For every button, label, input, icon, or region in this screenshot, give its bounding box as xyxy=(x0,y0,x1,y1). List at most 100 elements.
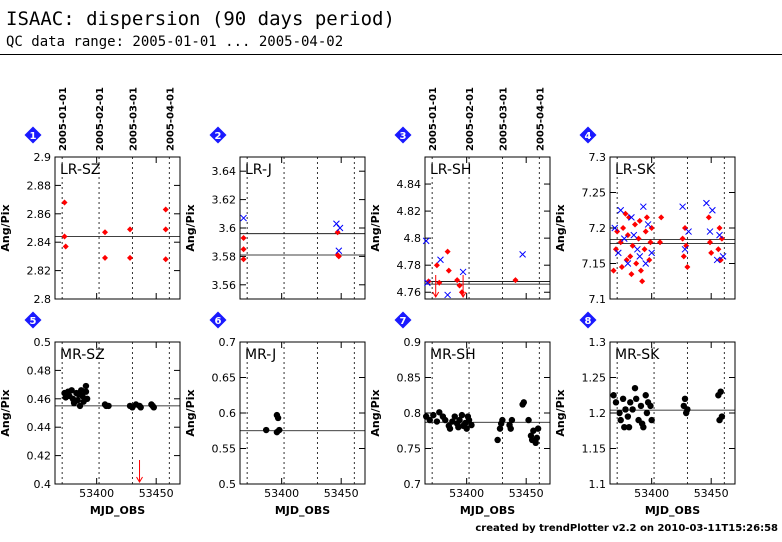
data-point xyxy=(426,416,433,424)
y-tick-label: 7.25 xyxy=(582,187,607,200)
panel-lr-j: 3.56 3.58 3.6 3.62 3.64 Ang/Pix LR-J 2 xyxy=(184,126,366,300)
y-tick-label: 4.8 xyxy=(404,232,422,245)
x-tick-label: 53450 xyxy=(509,487,544,500)
y-axis-label: Ang/Pix xyxy=(184,204,197,251)
y-tick-label: 4.76 xyxy=(397,286,422,299)
panel-label: LR-SZ xyxy=(60,162,101,178)
y-tick-label: 0.6 xyxy=(219,407,237,420)
data-point xyxy=(336,224,344,232)
data-point xyxy=(630,231,638,239)
data-point xyxy=(162,206,169,213)
data-point xyxy=(422,237,430,245)
data-point xyxy=(262,426,270,434)
y-tick-label: 0.7 xyxy=(219,336,237,349)
data-point xyxy=(622,210,629,217)
data-point xyxy=(433,418,441,425)
data-point xyxy=(619,395,627,402)
data-point xyxy=(162,256,169,263)
data-point xyxy=(105,402,112,410)
data-point xyxy=(137,404,144,411)
data-point xyxy=(74,397,81,404)
x-axis-label: MJD_OBS xyxy=(460,504,515,517)
data-point xyxy=(639,203,647,211)
y-tick-label: 7.15 xyxy=(582,258,607,271)
data-point xyxy=(68,387,75,394)
y-tick-label: 3.62 xyxy=(212,194,237,207)
panel-number: 7 xyxy=(400,316,407,327)
data-point xyxy=(437,256,444,264)
data-point xyxy=(708,249,715,256)
data-point xyxy=(102,229,108,236)
data-point xyxy=(637,267,644,274)
data-point xyxy=(612,399,620,406)
data-point xyxy=(459,268,467,276)
data-point xyxy=(433,262,440,269)
panel-number: 8 xyxy=(585,316,592,327)
data-point xyxy=(621,424,628,431)
data-point xyxy=(62,243,69,250)
data-point xyxy=(240,234,247,241)
data-point xyxy=(716,225,723,231)
data-point xyxy=(508,416,516,424)
y-tick-label: 0.65 xyxy=(212,372,237,385)
y-tick-label: 7.1 xyxy=(589,293,607,306)
data-point xyxy=(716,231,723,239)
data-point xyxy=(454,277,461,284)
data-point xyxy=(530,427,537,434)
plot-frame xyxy=(609,156,736,300)
panel-mr-sz: 0.4 0.42 0.44 0.46 0.48 0.5 53400 53450 MJD_OBS A… xyxy=(0,311,181,517)
outlier-arrow xyxy=(432,275,440,298)
y-axis-label: Ang/Pix xyxy=(0,204,12,251)
data-point xyxy=(717,388,724,395)
x-tick-label: 53450 xyxy=(694,487,729,500)
x-tick-label: 53450 xyxy=(324,487,359,500)
y-tick-label: 1.25 xyxy=(582,372,607,385)
plot-frame xyxy=(239,156,366,300)
data-point xyxy=(647,402,654,410)
data-point xyxy=(456,416,463,424)
y-tick-label: 2.86 xyxy=(27,208,52,221)
panel-lr-sh: 2005-01-01 2005-02-01 2005-03-01 2005-04-01… xyxy=(369,87,551,300)
data-point xyxy=(79,392,86,400)
data-point xyxy=(468,421,475,429)
panel-number: 3 xyxy=(400,131,407,142)
y-tick-label: 1.1 xyxy=(589,478,607,491)
y-tick-label: 0.9 xyxy=(404,336,422,349)
data-point xyxy=(458,411,466,419)
data-point xyxy=(445,267,452,274)
data-point xyxy=(611,224,619,232)
y-tick-label: 7.2 xyxy=(589,222,607,235)
data-point xyxy=(525,416,532,424)
panel-lr-sk: 7.1 7.15 7.2 7.25 7.3 Ang/Pix LR-SK 4 xyxy=(554,126,736,306)
y-tick-label: 4.78 xyxy=(397,259,422,272)
data-point xyxy=(679,235,686,242)
panel-label: LR-J xyxy=(245,162,272,178)
panel-mr-sk: 1.1 1.15 1.2 1.25 1.3 53400 53450 MJD_OBS Ang/Pi… xyxy=(554,311,736,517)
data-point xyxy=(444,291,451,299)
date-tick-label: 2005-04-01 xyxy=(535,87,546,151)
panel-number-badge xyxy=(394,126,412,144)
y-tick-label: 0.5 xyxy=(34,336,52,349)
data-point xyxy=(127,226,133,233)
x-axis-label: MJD_OBS xyxy=(275,504,330,517)
data-point xyxy=(61,199,68,206)
data-point xyxy=(519,251,526,258)
data-point xyxy=(703,199,710,207)
data-point xyxy=(465,416,473,424)
data-point xyxy=(718,413,726,420)
y-tick-label: 3.6 xyxy=(219,222,237,235)
data-point xyxy=(150,404,158,411)
data-point xyxy=(430,411,437,419)
data-point xyxy=(644,221,652,228)
date-tick-label: 2005-03-01 xyxy=(128,87,139,151)
plot-frame xyxy=(424,341,551,485)
data-point xyxy=(641,246,648,253)
y-tick-label: 3.64 xyxy=(212,165,237,178)
data-point xyxy=(240,214,247,222)
y-tick-label: 0.5 xyxy=(219,478,237,491)
data-point xyxy=(632,221,638,228)
panel-label: LR-SH xyxy=(430,162,471,178)
data-point xyxy=(618,264,625,271)
data-point xyxy=(614,228,621,235)
data-point xyxy=(442,416,449,424)
